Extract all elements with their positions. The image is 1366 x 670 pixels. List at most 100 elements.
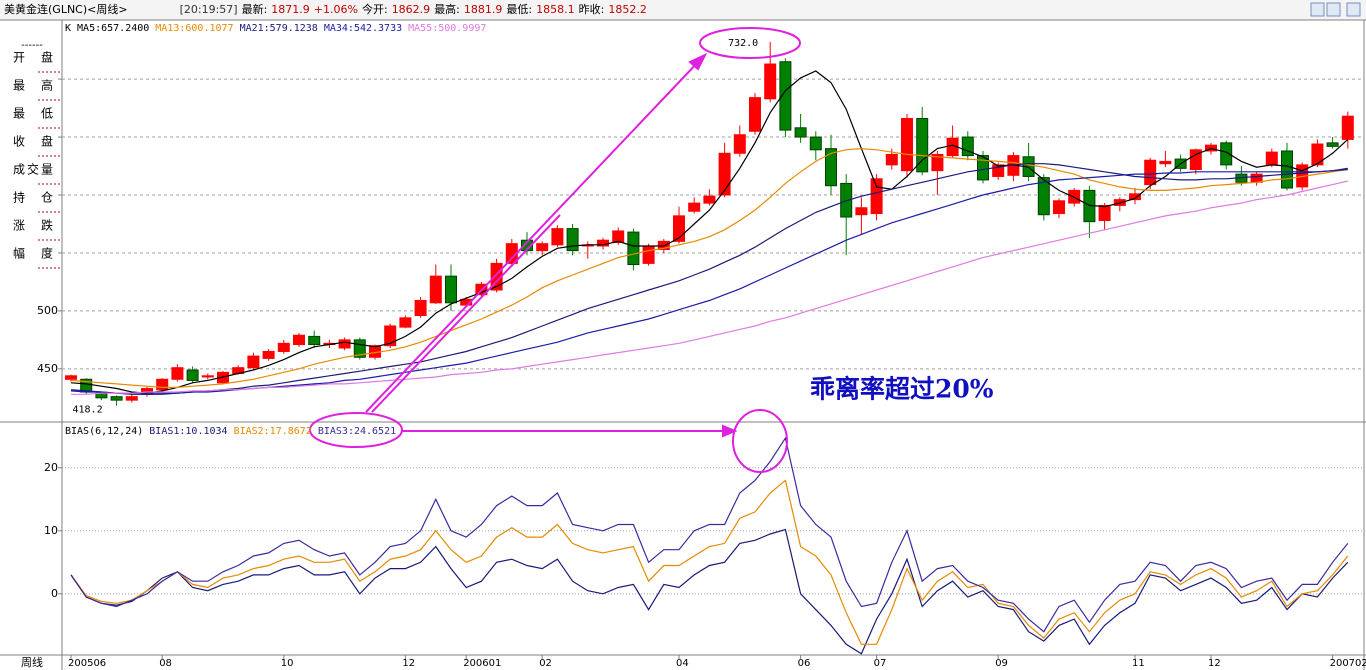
side-label: 收盘 [13, 134, 53, 149]
candle-body [992, 164, 1005, 177]
legend-entry: BIAS1:10.1034 [149, 426, 227, 437]
candle-body [627, 231, 640, 266]
nav-button[interactable] [1346, 2, 1361, 17]
candle-body [642, 245, 655, 264]
x-tick-label: 11 [1132, 658, 1145, 669]
period-label: 周线 [21, 655, 43, 669]
candle-body [749, 97, 761, 132]
header-text: 最高: [434, 2, 460, 16]
highlight-ellipse [699, 27, 801, 59]
arrow-head [688, 52, 708, 71]
x-tick-label: 12 [1208, 658, 1221, 669]
series-line [70, 70, 1349, 394]
side-label: 幅度 [13, 246, 53, 261]
candle-body [308, 335, 321, 346]
candle-body [931, 153, 944, 172]
legend-entry: MA21:579.1238 [240, 23, 318, 34]
legend-title: K [65, 23, 71, 34]
series-line [71, 180, 1348, 395]
candle-body [901, 118, 913, 172]
candle-body [186, 369, 199, 381]
candle-body [794, 127, 807, 138]
candle-body [1265, 151, 1278, 166]
candle-body [277, 342, 290, 352]
legend-title: BIAS(6,12,24) [65, 426, 143, 437]
header-text: 1881.9 [464, 3, 503, 16]
candle-body [1129, 193, 1141, 201]
candle-body [293, 334, 305, 346]
candle-body [612, 230, 625, 244]
candle-body [1053, 200, 1065, 215]
candle-body [65, 375, 77, 380]
candle-body [384, 325, 397, 347]
arrow-head [722, 424, 738, 438]
annotation-group [309, 27, 801, 473]
candle-body [566, 228, 579, 252]
side-label: 最低 [13, 107, 53, 121]
candle-body [809, 136, 822, 151]
header-text: 1852.2 [608, 3, 647, 16]
candle-body [338, 339, 351, 349]
y-tick-label: 500 [37, 304, 58, 317]
x-tick-label: 02 [539, 658, 552, 669]
candle-body [399, 317, 412, 328]
legend-entry: MA55:500.9997 [408, 23, 486, 34]
x-tick-label: 04 [676, 658, 689, 669]
annotation-text: 乖离率超过20% [810, 375, 994, 404]
legend-entry: MA34:542.3733 [324, 23, 402, 34]
candle-body [703, 195, 716, 204]
series-line [70, 163, 1348, 395]
candle-body [764, 63, 777, 100]
candle-body [1189, 149, 1202, 171]
candle-body [779, 61, 792, 131]
y-tick-label: 0 [51, 587, 58, 600]
y-tick-label: 20 [44, 461, 58, 474]
candle-body [673, 215, 685, 242]
series-line [70, 479, 1349, 645]
series-line [70, 147, 1348, 388]
candle-body [551, 228, 564, 246]
candle-body [110, 396, 123, 401]
candle-body [1281, 150, 1293, 189]
header-text: [20:19:57] [180, 3, 238, 16]
candle-body [855, 207, 868, 216]
legend-entry: MA13:600.1077 [155, 23, 233, 34]
candle-body [1311, 143, 1324, 166]
header-text: 1862.9 [392, 3, 431, 16]
header-text: 最低: [506, 3, 532, 16]
candle-body [429, 275, 442, 304]
candle-body [1326, 142, 1339, 147]
header-text: 今开: [362, 2, 388, 16]
x-tick-label: 200506 [68, 658, 106, 669]
series-line [70, 528, 1349, 655]
y-tick-label: 450 [37, 362, 58, 375]
side-label: 持仓 [13, 190, 53, 205]
side-label: 涨跌 [13, 218, 53, 233]
x-tick-label: 06 [798, 658, 811, 669]
candle-body [445, 275, 457, 304]
low-label: 418.2 [72, 405, 102, 416]
candle-body [1037, 177, 1050, 216]
header-text: 1858.1 [536, 3, 575, 16]
header-text: 最新: [242, 2, 268, 16]
x-tick-label: 10 [281, 658, 294, 669]
header-bar [0, 0, 1366, 20]
series-line [70, 436, 1349, 633]
candle-body [262, 350, 275, 359]
nav-button[interactable] [1326, 2, 1341, 17]
legend-entry: MA5:657.2400 [77, 23, 149, 34]
series-line [70, 168, 1348, 394]
x-tick-label: 09 [995, 658, 1008, 669]
candle-body [977, 155, 989, 181]
nav-button[interactable] [1310, 2, 1325, 17]
side-label: 开盘 [13, 50, 53, 65]
candle-body [156, 378, 169, 391]
candle-body [536, 243, 549, 252]
arrow-line [371, 214, 561, 413]
candle-body [916, 118, 929, 173]
side-label: 成交量 [13, 162, 53, 177]
candle-body [201, 375, 214, 378]
high-label: 732.0 [728, 38, 758, 49]
x-tick-label: 12 [402, 658, 415, 669]
